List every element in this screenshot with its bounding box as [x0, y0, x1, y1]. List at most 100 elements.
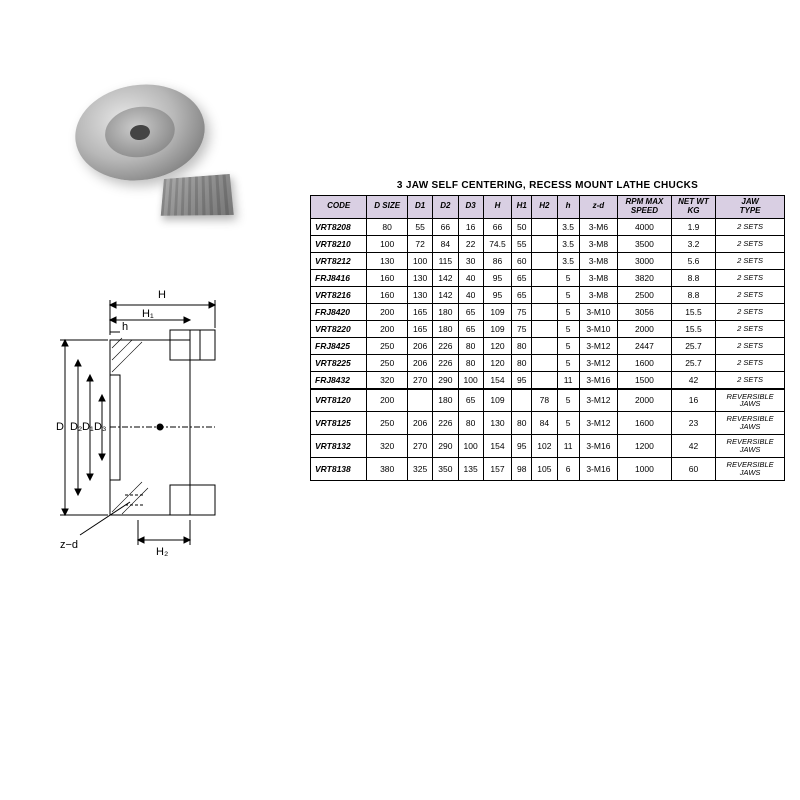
cell-d1: 55: [407, 218, 432, 235]
cell-H1: 60: [512, 252, 532, 269]
cell-dsize: 320: [367, 371, 408, 389]
cell-dsize: 200: [367, 320, 408, 337]
cell-dsize: 200: [367, 389, 408, 412]
cell-dsize: 250: [367, 337, 408, 354]
cell-h: 5: [557, 354, 579, 371]
cell-code: VRT8210: [311, 235, 367, 252]
cell-d2: 290: [433, 435, 458, 458]
cell-H1: [512, 389, 532, 412]
cell-d3: 40: [458, 269, 483, 286]
cell-H1: 75: [512, 303, 532, 320]
cell-d3: 22: [458, 235, 483, 252]
dim-h: h: [122, 321, 128, 333]
cell-rpm: 3000: [618, 252, 672, 269]
cell-h: 5: [557, 303, 579, 320]
cell-H1: 95: [512, 435, 532, 458]
cell-H: 109: [483, 303, 511, 320]
cell-H: 154: [483, 435, 511, 458]
cell-H2: [532, 371, 557, 389]
cell-d1: 165: [407, 303, 432, 320]
cell-H2: 105: [532, 457, 557, 480]
col-code: CODE: [311, 196, 367, 219]
cell-rpm: 3820: [618, 269, 672, 286]
cell-code: FRJ8425: [311, 337, 367, 354]
col-d1: D1: [407, 196, 432, 219]
cell-d1: 100: [407, 252, 432, 269]
cell-jaw: 2 SETS: [716, 354, 785, 371]
cell-h: 5: [557, 320, 579, 337]
cell-dsize: 250: [367, 354, 408, 371]
product-photo: [40, 70, 260, 230]
cell-H: 120: [483, 337, 511, 354]
cell-rpm: 1600: [618, 354, 672, 371]
table-row: VRT82088055661666503.53-M640001.92 SETS: [311, 218, 785, 235]
cell-rpm: 3500: [618, 235, 672, 252]
cell-H: 66: [483, 218, 511, 235]
cell-zd: 3-M16: [579, 435, 617, 458]
table-row: VRT8225250206226801208053-M12160025.72 S…: [311, 354, 785, 371]
cell-code: FRJ8432: [311, 371, 367, 389]
cell-zd: 3-M10: [579, 320, 617, 337]
cell-H1: 65: [512, 269, 532, 286]
chuck-photo: [69, 76, 211, 188]
cell-zd: 3-M12: [579, 412, 617, 435]
cell-H: 109: [483, 320, 511, 337]
cell-rpm: 2000: [618, 389, 672, 412]
cell-H2: 102: [532, 435, 557, 458]
cell-code: VRT8212: [311, 252, 367, 269]
cell-d2: 226: [433, 354, 458, 371]
cell-H2: [532, 320, 557, 337]
dim-H: H: [158, 289, 166, 301]
cell-H: 86: [483, 252, 511, 269]
cell-d2: 84: [433, 235, 458, 252]
cell-jaw: 2 SETS: [716, 337, 785, 354]
cell-H: 130: [483, 412, 511, 435]
cell-d3: 100: [458, 435, 483, 458]
cell-dsize: 160: [367, 286, 408, 303]
cell-H2: 78: [532, 389, 557, 412]
cell-d2: 226: [433, 412, 458, 435]
cell-d2: 66: [433, 218, 458, 235]
cell-h: 3.5: [557, 235, 579, 252]
cell-code: VRT8125: [311, 412, 367, 435]
cell-wt: 8.8: [671, 269, 715, 286]
cell-H2: [532, 354, 557, 371]
dim-D3: D₃: [94, 421, 106, 433]
table-row: VRT82121301001153086603.53-M830005.62 SE…: [311, 252, 785, 269]
cell-dsize: 100: [367, 235, 408, 252]
cell-h: 5: [557, 269, 579, 286]
cell-zd: 3-M8: [579, 252, 617, 269]
cell-wt: 1.9: [671, 218, 715, 235]
cell-dsize: 200: [367, 303, 408, 320]
cell-H1: 80: [512, 354, 532, 371]
cell-H2: [532, 303, 557, 320]
cell-d3: 40: [458, 286, 483, 303]
cell-jaw: REVERSIBLEJAWS: [716, 457, 785, 480]
cell-rpm: 1500: [618, 371, 672, 389]
dim-H1: H₁: [142, 308, 154, 320]
table-row: VRT81383803253501351579810563-M16100060R…: [311, 457, 785, 480]
col-dsize: D SIZE: [367, 196, 408, 219]
cell-d1: 206: [407, 412, 432, 435]
cell-H1: 95: [512, 371, 532, 389]
cell-zd: 3-M8: [579, 235, 617, 252]
cell-h: 5: [557, 412, 579, 435]
cell-zd: 3-M10: [579, 303, 617, 320]
dim-H2: H₂: [156, 546, 168, 558]
cell-wt: 8.8: [671, 286, 715, 303]
cell-code: FRJ8416: [311, 269, 367, 286]
cell-d2: 142: [433, 286, 458, 303]
cell-rpm: 1000: [618, 457, 672, 480]
cell-wt: 5.6: [671, 252, 715, 269]
cell-jaw: 2 SETS: [716, 320, 785, 337]
table-row: FRJ8420200165180651097553-M10305615.52 S…: [311, 303, 785, 320]
cell-jaw: 2 SETS: [716, 303, 785, 320]
cell-d1: 130: [407, 269, 432, 286]
cell-d2: 350: [433, 457, 458, 480]
table-row: FRJ8425250206226801208053-M12244725.72 S…: [311, 337, 785, 354]
cell-H: 95: [483, 286, 511, 303]
cell-H: 154: [483, 371, 511, 389]
cell-dsize: 160: [367, 269, 408, 286]
cell-d3: 65: [458, 320, 483, 337]
cell-H2: [532, 337, 557, 354]
